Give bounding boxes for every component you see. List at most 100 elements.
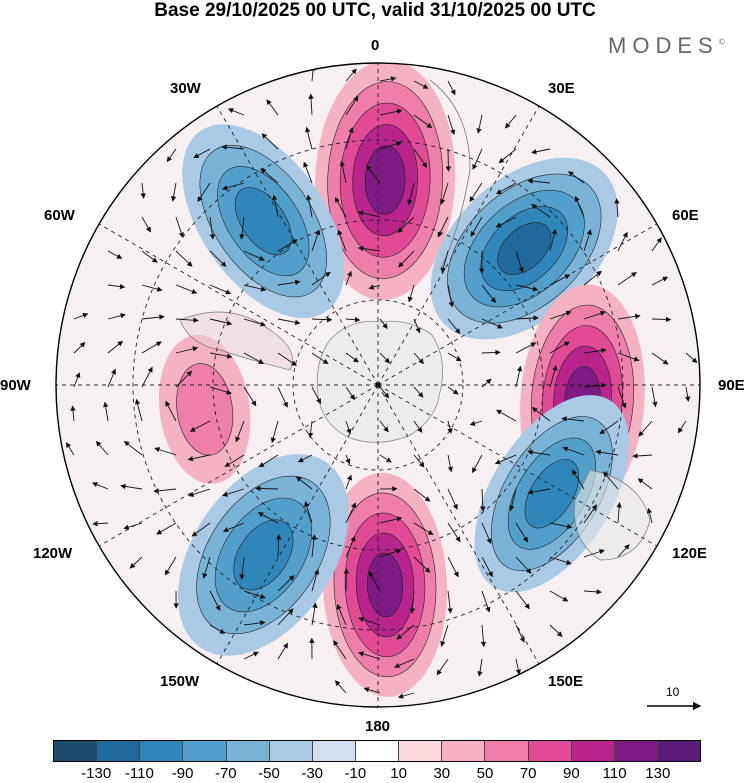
wind-vector-arrow: [345, 535, 356, 558]
wind-vector-arrow: [481, 349, 501, 356]
south-pole-dot: [375, 382, 381, 388]
wind-vector-arrow: [336, 603, 347, 626]
wind-vector-arrow: [440, 250, 449, 274]
lon-label-0: 0: [371, 37, 380, 54]
wind-vector-arrow: [209, 318, 233, 326]
wind-vector-arrow: [614, 198, 620, 218]
australia-outline: [573, 469, 651, 561]
wind-vector-arrow: [437, 216, 449, 238]
wind-vector-arrow: [562, 446, 585, 456]
colorbar-tick-label: 10: [390, 765, 407, 782]
anomaly-contour: [524, 459, 580, 529]
colorbar-tick-label: 130: [645, 765, 671, 782]
wind-vector-arrow: [583, 347, 607, 354]
wind-vector-arrow: [189, 420, 211, 432]
wind-vector-arrow: [549, 228, 557, 252]
wind-vector-arrow: [515, 284, 539, 292]
wind-vector-arrow: [277, 608, 294, 626]
wind-vector-arrow: [447, 114, 456, 136]
wind-vector-arrow: [549, 624, 563, 637]
latitude-circle: [132, 139, 624, 631]
wind-vector-arrow: [685, 352, 698, 364]
wind-vector-arrow: [187, 454, 211, 462]
wind-vector-arrow: [476, 114, 483, 134]
wind-vector-arrow: [638, 420, 653, 437]
wind-vector-arrow: [379, 516, 403, 524]
wind-vector-arrow: [595, 449, 619, 456]
wind-vector-arrow: [447, 590, 453, 614]
wind-vector-arrow: [637, 478, 653, 490]
wind-vector-arrow: [549, 590, 569, 602]
wind-vector-arrow: [297, 454, 313, 463]
colorbar-segment: [97, 741, 141, 761]
wind-vector-arrow: [243, 651, 259, 660]
wind-vector-arrow: [481, 522, 492, 545]
wind-vector-arrow: [193, 148, 211, 159]
wind-vector-arrow: [277, 575, 295, 592]
wind-vector-arrow: [413, 556, 431, 573]
colorbar-segment: [485, 741, 529, 761]
wind-vector-arrow: [494, 454, 517, 465]
wind-vector-arrow: [515, 522, 528, 543]
wind-vector-arrow: [175, 250, 193, 267]
wind-vector-arrow: [617, 313, 641, 320]
wind-vector-arrow: [243, 250, 265, 261]
colorbar-segment: [399, 741, 443, 761]
wind-vector-arrow: [583, 229, 592, 252]
wind-vector-arrow: [394, 658, 415, 668]
wind-vector-arrow: [617, 386, 627, 409]
colorbar-tick-label: 30: [433, 765, 451, 782]
wind-vector-arrow: [436, 658, 449, 676]
wind-vector-arrow: [379, 141, 402, 150]
colorbar-tick-label: -90: [171, 765, 194, 782]
wind-vector-arrow: [166, 148, 177, 163]
anomaly-contour: [366, 552, 404, 618]
wind-vector-arrow: [175, 317, 199, 323]
wind-vector-arrow: [549, 364, 558, 388]
anomaly-contour: [364, 145, 406, 215]
wind-vector-arrow: [583, 589, 602, 595]
wind-vector-arrow: [311, 386, 321, 405]
lon-label-120w: 120W: [33, 545, 73, 562]
wind-vector-arrow: [440, 624, 449, 647]
wind-vector-arrow: [175, 216, 184, 239]
wind-vector-arrow: [583, 310, 606, 320]
wind-vector-arrow: [165, 400, 177, 422]
wind-vector-arrow: [447, 318, 461, 335]
wind-vector-arrow: [469, 420, 483, 426]
wind-vector-arrow: [175, 284, 198, 294]
wind-vector-arrow: [134, 398, 143, 422]
wind-vector-arrow: [440, 182, 449, 205]
wind-vector-arrow: [447, 284, 454, 308]
wind-vector-arrow: [572, 469, 585, 490]
wind-vector-arrow: [175, 346, 199, 354]
colorbar-tick-label: -10: [344, 765, 367, 782]
graticule: [56, 63, 700, 707]
wind-vector-arrow: [617, 272, 637, 286]
wind-vector-arrow: [107, 368, 117, 388]
wind-vector-arrow: [243, 318, 266, 327]
wind-vector-arrow: [481, 378, 492, 388]
wind-vector-arrow: [515, 556, 532, 574]
meridian-line: [98, 223, 379, 386]
wind-vector-arrow: [599, 420, 619, 435]
wind-vector-arrow: [311, 271, 331, 286]
wind-vector-arrow: [397, 216, 415, 233]
positive-anomaly-lobe: [315, 63, 456, 301]
wind-vector-arrow: [255, 485, 279, 492]
wind-vector-arrow: [209, 216, 216, 240]
wind-vector-arrow: [235, 420, 245, 443]
wind-vector-arrow: [277, 279, 301, 286]
wind-vector-arrow: [191, 522, 211, 537]
africa-outline: [429, 79, 471, 271]
wind-vector-arrow: [197, 182, 211, 203]
wind-vector-arrow: [617, 352, 640, 362]
wind-vector-arrow: [515, 342, 537, 354]
wind-vector-arrow: [277, 352, 297, 366]
wind-vector-arrow: [472, 454, 483, 474]
lon-label-120e: 120E: [672, 545, 708, 562]
wind-vector-arrow: [141, 250, 158, 263]
wind-vector-arrow: [103, 401, 109, 422]
wind-vector-arrow: [407, 284, 415, 303]
wind-vector-arrow: [107, 283, 126, 290]
